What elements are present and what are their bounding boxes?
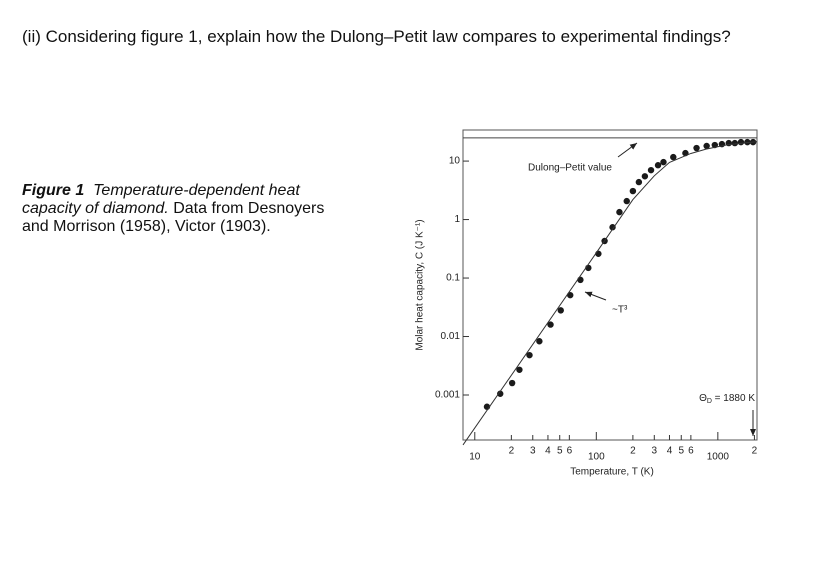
caption-text: Data from Desnoyers and Morrison (1958),… — [22, 200, 325, 235]
caption-title: Temperature-dependent heat capacity of d… — [22, 182, 300, 217]
annotation-part: Θ — [699, 393, 707, 404]
annotation: ~T³ — [612, 305, 628, 316]
x-tick-label: 4 — [667, 446, 673, 457]
data-point — [703, 142, 710, 150]
data-point — [693, 144, 700, 152]
x-tick-label: 2 — [630, 446, 636, 457]
data-point — [670, 153, 677, 161]
data-point — [609, 224, 616, 231]
data-point — [654, 162, 662, 169]
x-tick-label: 100 — [588, 452, 605, 463]
arrow — [617, 142, 638, 158]
y-tick-label: 0.1 — [446, 273, 460, 284]
annotation-part: = 1880 K — [712, 393, 755, 404]
data-point — [623, 197, 630, 205]
data-point — [737, 138, 745, 146]
annotation: Dulong–Petit value — [528, 163, 612, 174]
model-curve — [462, 141, 758, 446]
data-point — [647, 166, 655, 174]
data-point — [641, 173, 649, 180]
x-tick-label: 5 — [557, 446, 563, 457]
data-point — [557, 307, 564, 314]
arrow — [584, 291, 607, 301]
data-point — [526, 351, 533, 359]
x-tick-label: 2 — [752, 446, 758, 457]
y-tick-label: 1 — [454, 214, 460, 225]
figure-caption: Figure 1 Temperature-dependent heat capa… — [22, 182, 352, 236]
x-tick-label: 3 — [530, 446, 536, 457]
y-tick-label: 10 — [449, 156, 461, 167]
x-tick-label: 6 — [567, 446, 573, 457]
x-axis-label: Temperature, T (K) — [570, 467, 654, 478]
data-point — [497, 390, 504, 397]
y-tick-label: 0.001 — [435, 390, 460, 401]
data-point — [508, 379, 516, 387]
x-tick-label: 5 — [678, 446, 684, 457]
data-point — [744, 138, 751, 146]
data-point — [547, 321, 554, 328]
data-point — [536, 338, 543, 345]
caption-label: Figure 1 — [22, 182, 85, 199]
x-tick-label: 2 — [509, 446, 515, 457]
annotation-part: D — [707, 398, 712, 405]
data-point — [577, 276, 584, 284]
data-point — [635, 178, 643, 186]
x-tick-label: 1000 — [707, 452, 730, 463]
x-tick-label: 6 — [688, 446, 694, 457]
y-axis-label: Molar heat capacity, C (J K⁻¹) — [415, 219, 426, 350]
data-point — [660, 158, 667, 166]
data-point — [731, 139, 739, 147]
plot-frame — [462, 129, 758, 441]
x-tick-label: 3 — [652, 446, 658, 457]
question: (ii) Considering figure 1, explain how t… — [22, 27, 731, 46]
data-point — [629, 187, 637, 195]
x-tick-label: 10 — [469, 452, 481, 463]
y-tick-label: 0.01 — [441, 331, 461, 342]
annotation: ΘD = 1880 K — [699, 393, 755, 405]
data-point — [616, 208, 623, 216]
x-tick-label: 4 — [545, 446, 551, 457]
data-point — [516, 366, 523, 373]
